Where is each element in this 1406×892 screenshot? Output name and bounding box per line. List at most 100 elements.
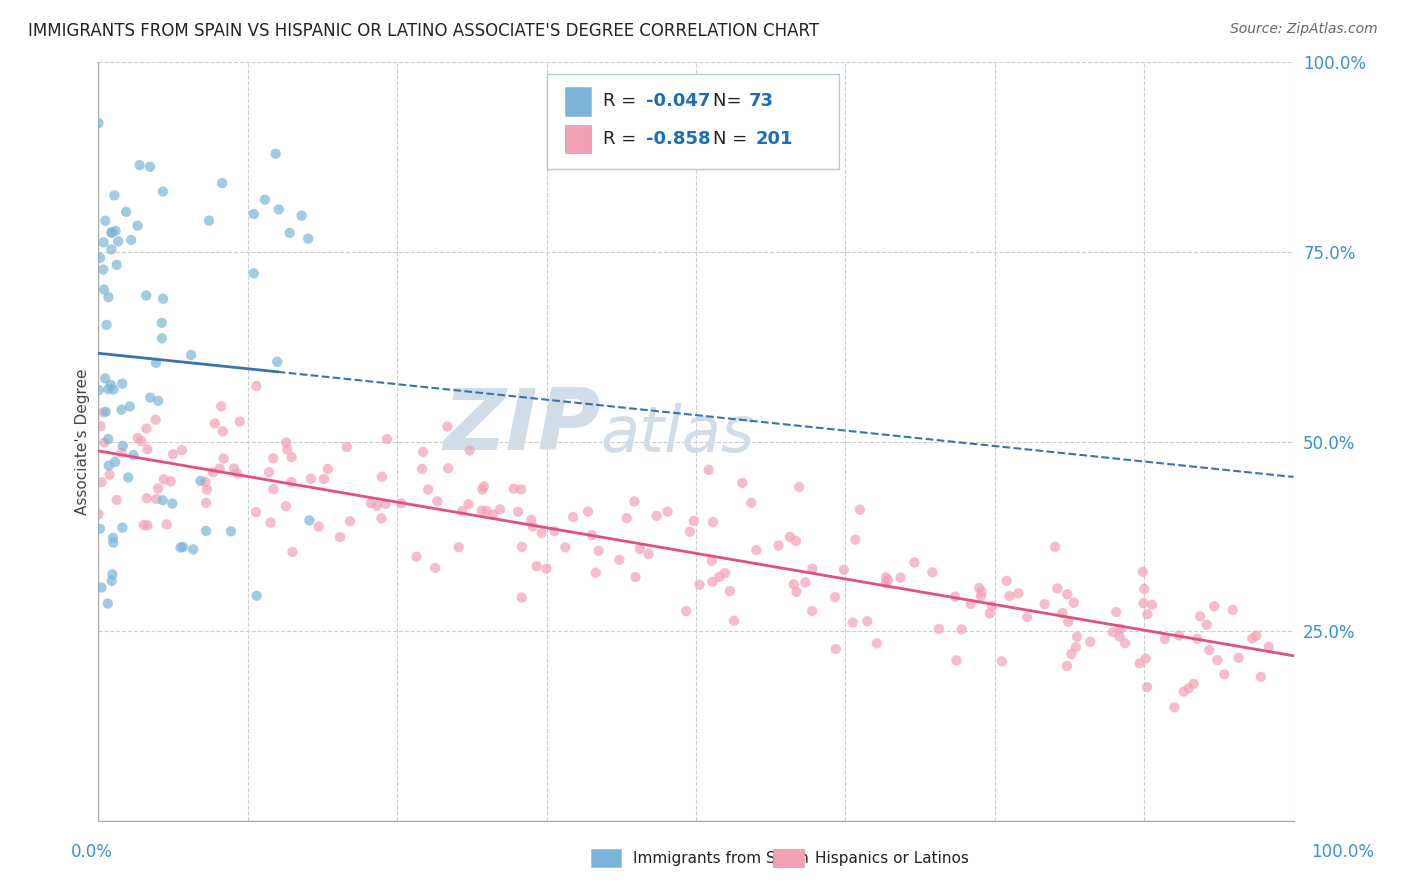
Point — [371, 469, 394, 483]
Point — [702, 515, 724, 529]
Point — [208, 461, 231, 475]
Point — [111, 521, 134, 535]
Point — [316, 462, 339, 476]
Point — [554, 541, 576, 555]
Point — [115, 205, 138, 219]
Point — [172, 540, 194, 554]
FancyBboxPatch shape — [565, 125, 591, 153]
Point — [526, 559, 548, 574]
Point — [522, 519, 544, 533]
Point — [832, 563, 855, 577]
Point — [374, 497, 396, 511]
Point — [145, 413, 167, 427]
Point — [562, 510, 585, 524]
Point — [94, 405, 117, 419]
Point — [278, 226, 301, 240]
Point — [475, 504, 498, 518]
Point — [1182, 677, 1205, 691]
Point — [471, 503, 494, 517]
Point — [226, 467, 249, 481]
Point — [94, 371, 117, 385]
Point — [122, 448, 145, 462]
Point — [1204, 599, 1226, 614]
Point — [786, 585, 808, 599]
Point — [801, 562, 824, 576]
Point — [967, 581, 990, 595]
Point — [700, 554, 723, 568]
Point — [111, 439, 134, 453]
Point — [637, 547, 659, 561]
Point — [1154, 632, 1177, 647]
Point — [702, 574, 724, 589]
Point — [1246, 629, 1268, 643]
Point — [1033, 597, 1056, 611]
Point — [856, 614, 879, 628]
Point — [1129, 657, 1152, 671]
Point — [458, 443, 481, 458]
Point — [169, 541, 191, 555]
Text: 100.0%: 100.0% — [1312, 843, 1374, 861]
Point — [128, 158, 150, 172]
Point — [657, 505, 679, 519]
Point — [120, 233, 142, 247]
Point — [418, 483, 440, 497]
Point — [375, 432, 398, 446]
Point — [877, 573, 900, 587]
Point — [482, 508, 505, 522]
Point — [181, 542, 204, 557]
Point — [312, 472, 335, 486]
Point — [103, 535, 125, 549]
Point — [411, 462, 433, 476]
Point — [1177, 681, 1199, 696]
Point — [844, 533, 866, 547]
Point — [90, 475, 112, 490]
Point — [779, 530, 801, 544]
Point — [274, 435, 297, 450]
Point — [1163, 700, 1185, 714]
Point — [1108, 630, 1130, 644]
Point — [145, 356, 167, 370]
Point — [89, 251, 111, 265]
Point — [1102, 625, 1125, 640]
Point — [970, 589, 993, 603]
Point — [228, 415, 250, 429]
Text: 0.0%: 0.0% — [70, 843, 112, 861]
Point — [298, 513, 321, 527]
Point — [1132, 596, 1154, 610]
Point — [1222, 603, 1244, 617]
Point — [457, 497, 479, 511]
Point — [97, 432, 120, 446]
Point — [107, 235, 129, 249]
Point — [426, 494, 449, 508]
Point — [198, 213, 221, 227]
Point — [245, 379, 267, 393]
Point — [209, 400, 232, 414]
Point — [425, 561, 447, 575]
Point — [111, 376, 134, 391]
Point — [1189, 609, 1212, 624]
Point — [928, 622, 950, 636]
Point — [1043, 540, 1066, 554]
Point — [689, 578, 711, 592]
Point — [510, 540, 533, 554]
Point — [194, 475, 217, 489]
Point — [1241, 632, 1264, 646]
Point — [101, 531, 124, 545]
Point — [152, 472, 174, 486]
Point — [1173, 684, 1195, 698]
Point — [274, 500, 297, 514]
Point — [100, 378, 122, 392]
Point — [360, 496, 382, 510]
Point — [280, 475, 302, 490]
Point — [1136, 680, 1159, 694]
Point — [93, 283, 115, 297]
Point — [588, 543, 610, 558]
Point — [543, 524, 565, 538]
Point — [1213, 667, 1236, 681]
Point — [697, 463, 720, 477]
Point — [339, 514, 361, 528]
Point — [156, 517, 179, 532]
Point — [745, 543, 768, 558]
Point — [731, 475, 754, 490]
Point — [281, 545, 304, 559]
